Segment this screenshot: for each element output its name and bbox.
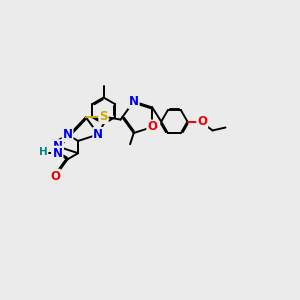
Text: H: H — [39, 147, 47, 157]
Text: N: N — [52, 147, 62, 160]
Text: S: S — [99, 110, 108, 123]
Text: N: N — [63, 128, 73, 141]
Text: N: N — [93, 128, 103, 141]
Text: H: H — [38, 148, 46, 158]
Text: N: N — [129, 95, 139, 108]
Text: N: N — [53, 140, 63, 153]
Text: O: O — [50, 169, 60, 183]
Text: O: O — [147, 121, 157, 134]
Text: N: N — [52, 147, 62, 160]
Text: O: O — [197, 115, 207, 128]
